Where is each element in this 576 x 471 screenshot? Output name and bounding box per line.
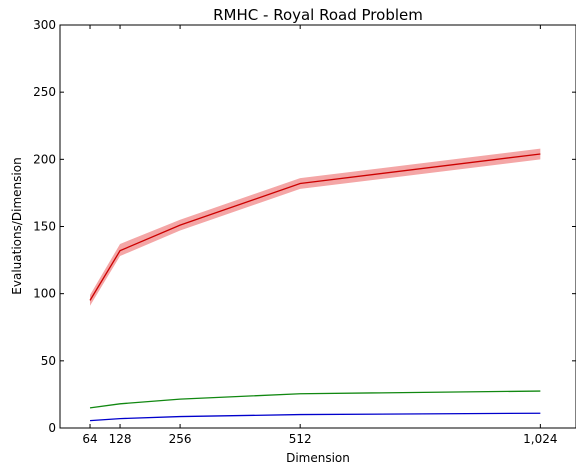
x-axis-ticks: 64 128 256 512 1,024 [82,25,558,446]
confidence-bands [90,148,541,306]
y-tick-label: 300 [33,18,56,32]
y-tick-label: 150 [33,220,56,234]
series-3-line [89,412,541,422]
y-tick-label: 50 [41,354,56,368]
series-lines [89,153,541,422]
y-axis-ticks: 0 50 100 150 200 250 300 [33,18,576,435]
y-tick-label: 0 [48,421,56,435]
x-tick-label: 128 [109,432,132,446]
plot-frame [59,24,576,429]
x-tick-label: 512 [289,432,312,446]
x-tick-label: 1,024 [523,432,557,446]
x-tick-label: 64 [82,432,97,446]
series-1-band [90,148,541,306]
chart-title: RMHC - Royal Road Problem [213,6,423,24]
y-axis-label: Evaluations/Dimension [10,157,24,294]
y-tick-label: 100 [33,287,56,301]
x-axis-label: Dimension [286,451,350,465]
series-1-line [89,153,541,301]
y-tick-label: 250 [33,85,56,99]
series-2-line [89,390,541,409]
x-tick-label: 256 [169,432,192,446]
y-tick-label: 200 [33,152,56,166]
